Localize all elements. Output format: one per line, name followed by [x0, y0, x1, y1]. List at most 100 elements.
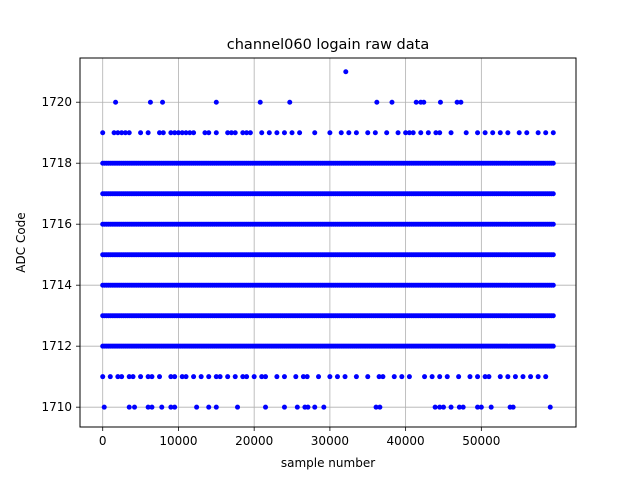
dense-level-1717 — [100, 191, 556, 197]
data-point — [342, 374, 348, 380]
dense-level-1718 — [100, 160, 556, 166]
data-point — [524, 130, 530, 136]
data-point — [395, 130, 401, 136]
data-point — [418, 130, 424, 136]
data-point — [168, 130, 174, 136]
data-point — [312, 404, 318, 410]
data-point — [172, 374, 178, 380]
dense-level-1713 — [100, 313, 556, 319]
data-point — [113, 99, 119, 105]
data-point — [206, 374, 212, 380]
data-point — [191, 374, 197, 380]
data-point — [138, 374, 144, 380]
data-point — [384, 130, 390, 136]
data-point — [547, 404, 553, 410]
data-point — [304, 374, 310, 380]
data-point — [454, 99, 460, 105]
data-point — [240, 374, 246, 380]
data-point — [475, 374, 481, 380]
data-point — [437, 130, 443, 136]
dense-level-1716 — [100, 221, 556, 227]
data-point — [437, 404, 443, 410]
data-point — [244, 374, 250, 380]
data-point — [543, 374, 549, 380]
x-tick-label: 10000 — [159, 434, 197, 448]
data-point — [107, 374, 113, 380]
x-axis-title: sample number — [281, 456, 375, 470]
data-point — [259, 130, 265, 136]
data-point — [287, 99, 293, 105]
data-point — [225, 374, 231, 380]
data-point — [247, 130, 253, 136]
y-axis-title: ADC Code — [14, 212, 28, 272]
data-point — [168, 374, 174, 380]
data-point — [550, 252, 556, 258]
y-tick-label: 1710 — [41, 400, 72, 414]
data-point — [535, 130, 541, 136]
data-point — [126, 404, 132, 410]
data-point — [206, 404, 212, 410]
data-point — [374, 99, 380, 105]
data-point — [346, 130, 352, 136]
plot-frame — [79, 57, 577, 428]
data-point — [516, 130, 522, 136]
x-tick-label: 30000 — [311, 434, 349, 448]
data-point — [463, 130, 469, 136]
data-point — [550, 221, 556, 227]
data-point — [251, 374, 257, 380]
data-point — [259, 374, 265, 380]
data-point — [228, 130, 234, 136]
data-point — [365, 130, 371, 136]
data-point — [406, 374, 412, 380]
data-point — [321, 404, 327, 410]
data-point — [448, 130, 454, 136]
x-tick-label: 40000 — [387, 434, 425, 448]
data-point — [217, 374, 223, 380]
data-point — [119, 374, 125, 380]
data-point — [440, 404, 446, 410]
data-point — [505, 374, 511, 380]
data-point — [157, 374, 163, 380]
data-point — [456, 404, 462, 410]
data-point — [305, 404, 311, 410]
data-point — [274, 374, 280, 380]
data-point — [213, 374, 219, 380]
data-point — [281, 374, 287, 380]
data-point — [403, 130, 409, 136]
data-point — [263, 374, 269, 380]
data-point — [225, 130, 231, 136]
data-point — [312, 130, 318, 136]
data-point — [130, 374, 136, 380]
data-point — [528, 374, 534, 380]
data-point — [179, 130, 185, 136]
data-point — [160, 130, 166, 136]
data-point — [478, 404, 484, 410]
data-point — [149, 404, 155, 410]
data-point — [232, 130, 238, 136]
data-point — [550, 282, 556, 288]
data-point — [172, 130, 178, 136]
data-point — [147, 99, 153, 105]
data-point — [467, 374, 473, 380]
data-point — [297, 130, 303, 136]
data-point — [520, 374, 526, 380]
data-point — [510, 404, 516, 410]
x-tick-label: 0 — [99, 434, 107, 448]
data-point — [316, 374, 322, 380]
data-point — [119, 130, 125, 136]
dense-level-1715 — [100, 252, 556, 258]
sparse-level-1721 — [343, 69, 349, 75]
data-point — [460, 404, 466, 410]
data-point — [159, 404, 165, 410]
data-point — [263, 404, 269, 410]
grid-lines — [80, 58, 576, 427]
dense-level-1714 — [100, 282, 556, 288]
data-point — [377, 404, 383, 410]
data-point — [274, 130, 280, 136]
data-point — [425, 130, 431, 136]
data-point — [413, 99, 419, 105]
sparse-level-1720 — [113, 99, 464, 105]
data-point — [266, 130, 272, 136]
data-point — [327, 130, 333, 136]
